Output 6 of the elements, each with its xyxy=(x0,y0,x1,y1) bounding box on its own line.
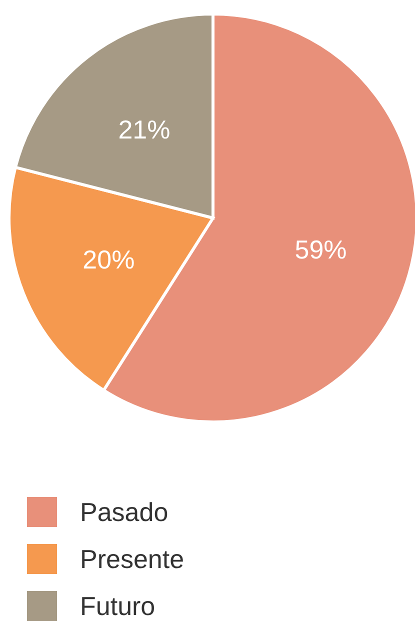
legend-label: Futuro xyxy=(80,591,156,621)
data-label: 20% xyxy=(82,244,135,274)
data-label: 21% xyxy=(118,114,170,144)
data-label: 59% xyxy=(294,234,347,264)
legend-label: Presente xyxy=(80,544,184,574)
legend-label: Pasado xyxy=(80,497,168,527)
